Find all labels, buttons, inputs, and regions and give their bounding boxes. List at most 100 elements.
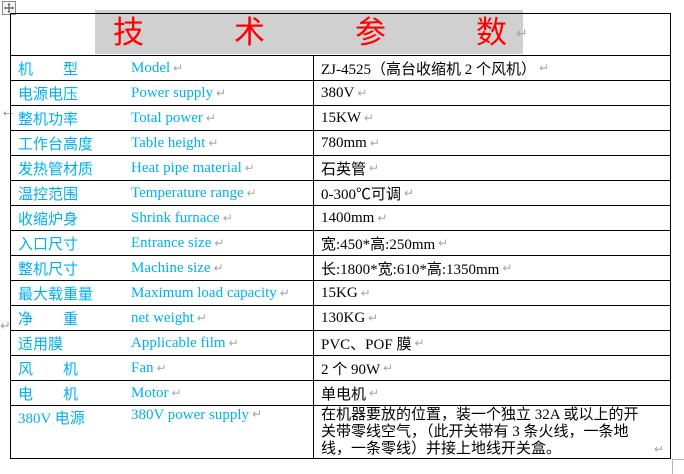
label-chinese: 发热管材质	[18, 161, 94, 178]
paragraph-mark-icon: ↵	[502, 260, 513, 275]
label-cell[interactable]: 电 机 Motor ↵	[11, 381, 313, 405]
value-text: 780mm	[321, 134, 367, 151]
value-cell[interactable]: 1400mm ↵	[313, 206, 670, 230]
label-chinese: 适用膜	[18, 336, 64, 353]
paragraph-mark-icon: ↵	[213, 260, 224, 275]
paragraph-mark-icon: ↵	[196, 310, 207, 325]
title-highlight: 技 术 参 数	[95, 10, 523, 54]
label-cell[interactable]: 风 机 Fan ↵	[11, 356, 313, 380]
table-row: 最大载重量 Maximum load capacity ↵ 15KG ↵	[11, 281, 670, 306]
table-title-row[interactable]: 技 术 参 数 ↵	[11, 10, 670, 56]
label-chinese: 电 机	[18, 386, 79, 403]
label-cell[interactable]: 电源电压 Power supply ↵	[11, 81, 313, 105]
paragraph-mark-icon: ↵	[244, 160, 255, 175]
value-cell[interactable]: 15KW ↵	[313, 106, 670, 130]
table-move-handle-icon[interactable]	[2, 1, 16, 15]
table-row: 电源电压 Power supply ↵ 380V ↵	[11, 81, 670, 106]
value-text: 130KG	[321, 309, 366, 326]
value-cell[interactable]: 15KG ↵	[313, 281, 670, 305]
paragraph-mark-icon: ↵	[222, 210, 233, 225]
label-chinese: 电源电压	[18, 86, 79, 103]
paragraph-mark-icon: ↵	[228, 335, 239, 350]
value-text: 石英管	[321, 161, 367, 178]
label-cell[interactable]: 整机功率 Total power ↵	[11, 106, 313, 130]
label-cell[interactable]: 入口尺寸 Entrance size ↵	[11, 231, 313, 255]
label-english: Heat pipe material	[131, 159, 242, 176]
label-cell[interactable]: 适用膜 Applicable film ↵	[11, 331, 313, 355]
margin-left-arrow-icon: ←	[0, 103, 16, 120]
value-cell[interactable]: 单电机 ↵	[313, 381, 670, 405]
value-text: 15KW	[321, 109, 361, 126]
label-english: Fan	[131, 359, 154, 376]
label-cell[interactable]: 工作台高度 Table height ↵	[11, 131, 313, 155]
label-english: 380V power supply	[131, 407, 250, 423]
technical-parameters-table: 技 术 参 数 ↵ 机 型 Model ↵ ZJ-4525（高台收缩机 2 个风…	[10, 10, 671, 459]
label-chinese: 工作台高度	[18, 136, 94, 153]
label-cell[interactable]: 收缩炉身 Shrink furnace ↵	[11, 206, 313, 230]
title-char: 术	[234, 14, 265, 50]
value-cell[interactable]: 2 个 90W ↵	[313, 356, 670, 380]
label-cell[interactable]: 380V 电源 380V power supply ↵	[11, 406, 313, 458]
label-cell[interactable]: 温控范围 Temperature range ↵	[11, 181, 313, 205]
paragraph-mark-icon: ↵	[171, 385, 182, 400]
label-english: Power supply	[131, 84, 214, 101]
value-text: 380V	[321, 84, 355, 101]
paragraph-mark-icon: ↵	[357, 85, 368, 100]
label-english: Table height	[131, 134, 206, 151]
paragraph-mark-icon: ↵	[369, 160, 380, 175]
table-row: 机 型 Model ↵ ZJ-4525（高台收缩机 2 个风机） ↵	[11, 56, 670, 81]
value-cell[interactable]: 在机器要放的位置，装一个独立 32A 或以上的开关带零线空气，（此开关带有 3 …	[313, 406, 670, 458]
label-english: Motor	[131, 384, 169, 401]
label-cell[interactable]: 发热管材质 Heat pipe material ↵	[11, 156, 313, 180]
paragraph-mark-icon: ↵	[252, 407, 263, 421]
table-row: 整机功率 Total power ↵ 15KW ↵	[11, 106, 670, 131]
table-top-border	[94, 13, 524, 14]
value-cell[interactable]: 石英管 ↵	[313, 156, 670, 180]
label-english: Machine size	[131, 259, 211, 276]
value-text: ZJ-4525（高台收缩机 2 个风机）	[321, 61, 536, 78]
label-cell[interactable]: 净 重 net weight ↵	[11, 306, 313, 330]
value-cell[interactable]: 380V ↵	[313, 81, 670, 105]
table-row: 整机尺寸 Machine size ↵ 长:1800*宽:610*高:1350m…	[11, 256, 670, 281]
value-cell[interactable]: 0-300℃可调 ↵	[313, 181, 670, 205]
paragraph-mark-icon: ↵	[438, 235, 449, 250]
paragraph-mark-icon: ↵	[360, 285, 371, 300]
value-text: 0-300℃可调	[321, 186, 401, 203]
label-english: Entrance size	[131, 234, 212, 251]
value-text: PVC、POF 膜	[321, 336, 412, 353]
label-cell[interactable]: 最大载重量 Maximum load capacity ↵	[11, 281, 313, 305]
move-cross-icon	[4, 3, 14, 13]
table-row: 入口尺寸 Entrance size ↵ 宽:450*高:250mm ↵	[11, 231, 670, 256]
value-cell[interactable]: PVC、POF 膜 ↵	[313, 331, 670, 355]
value-cell[interactable]: ZJ-4525（高台收缩机 2 个风机） ↵	[313, 56, 670, 80]
paragraph-mark-icon: ↵	[369, 135, 380, 150]
table-row: 380V 电源 380V power supply ↵ 在机器要放的位置，装一个…	[11, 406, 670, 458]
label-chinese: 净 重	[18, 311, 79, 328]
paragraph-mark-icon: ↵	[156, 360, 167, 375]
paragraph-mark-icon: ↵	[653, 442, 664, 456]
paragraph-mark-icon: ↵	[214, 235, 225, 250]
table-row: 工作台高度 Table height ↵ 780mm ↵	[11, 131, 670, 156]
value-text: 单电机	[321, 386, 367, 403]
label-english: Model	[131, 59, 171, 76]
value-cell[interactable]: 130KG ↵	[313, 306, 670, 330]
label-chinese: 380V 电源	[18, 411, 85, 427]
value-text: 1400mm	[321, 209, 375, 226]
paragraph-mark-icon: ↵	[414, 335, 425, 350]
label-cell[interactable]: 整机尺寸 Machine size ↵	[11, 256, 313, 280]
value-cell[interactable]: 长:1800*宽:610*高:1350mm ↵	[313, 256, 670, 280]
margin-paragraph-mark-icon: ↵	[0, 318, 11, 333]
paragraph-mark-icon: ↵	[205, 110, 216, 125]
label-cell[interactable]: 机 型 Model ↵	[11, 56, 313, 80]
value-cell[interactable]: 780mm ↵	[313, 131, 670, 155]
table-row: 电 机 Motor ↵ 单电机 ↵	[11, 381, 670, 406]
value-text: 在机器要放的位置，装一个独立 32A 或以上的开关带零线空气，（此开关带有 3 …	[321, 407, 639, 457]
value-text: 2 个 90W	[321, 361, 381, 378]
label-english: Maximum load capacity	[131, 284, 277, 301]
title-char: 技	[113, 14, 144, 50]
label-english: Temperature range	[131, 184, 244, 201]
table-row: 收缩炉身 Shrink furnace ↵ 1400mm ↵	[11, 206, 670, 231]
label-english: Applicable film	[131, 334, 226, 351]
paragraph-mark-icon: ↵	[173, 60, 184, 75]
value-cell[interactable]: 宽:450*高:250mm ↵	[313, 231, 670, 255]
